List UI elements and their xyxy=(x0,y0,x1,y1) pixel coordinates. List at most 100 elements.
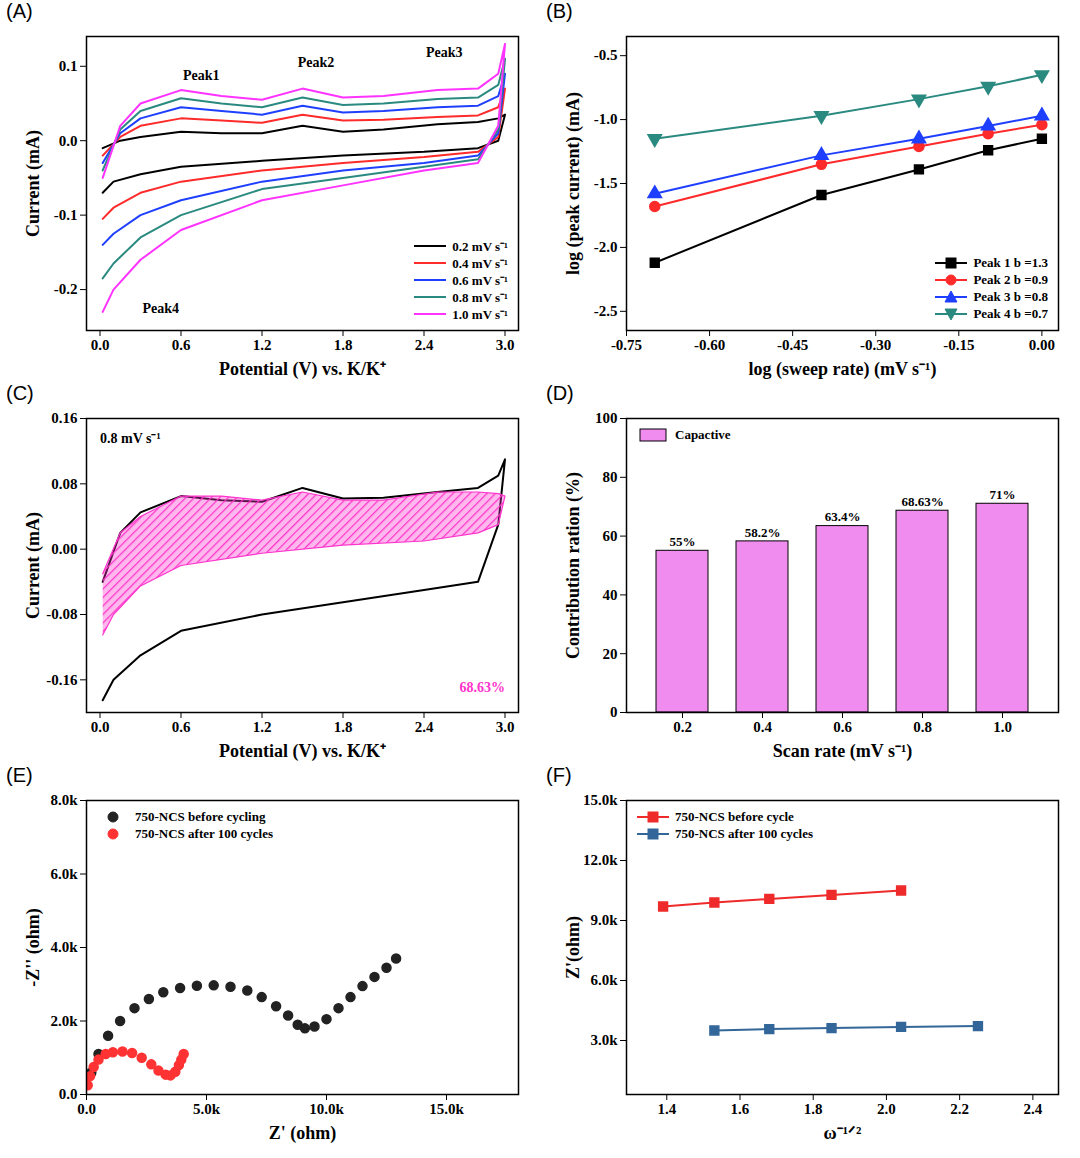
svg-text:0.8: 0.8 xyxy=(913,719,932,735)
svg-text:80: 80 xyxy=(603,469,618,485)
svg-text:Z' (ohm): Z' (ohm) xyxy=(269,1123,337,1144)
svg-text:Potential (V) vs. K/K⁺: Potential (V) vs. K/K⁺ xyxy=(219,741,386,762)
svg-text:10.0k: 10.0k xyxy=(309,1101,344,1117)
svg-text:Scan rate (mV s⁻¹): Scan rate (mV s⁻¹) xyxy=(773,741,913,762)
svg-text:2.0k: 2.0k xyxy=(50,1013,78,1029)
svg-text:-Z'' (ohm): -Z'' (ohm) xyxy=(23,908,44,987)
svg-text:0.6: 0.6 xyxy=(833,719,852,735)
svg-text:0.00: 0.00 xyxy=(1029,337,1055,353)
svg-text:0.1: 0.1 xyxy=(59,58,78,74)
svg-text:-2.5: -2.5 xyxy=(594,303,618,319)
svg-text:0: 0 xyxy=(610,704,618,720)
svg-text:-0.16: -0.16 xyxy=(46,672,78,688)
html-text:(A): (A) xyxy=(6,0,33,22)
svg-text:-0.1: -0.1 xyxy=(54,207,78,223)
svg-text:1.2: 1.2 xyxy=(253,719,272,735)
svg-text:68.63%: 68.63% xyxy=(460,680,506,695)
svg-text:Peak1: Peak1 xyxy=(183,68,220,83)
svg-text:-1.5: -1.5 xyxy=(594,175,618,191)
html-text:0.4 mV s⁻¹: 0.4 mV s⁻¹ xyxy=(452,255,508,271)
svg-text:-0.60: -0.60 xyxy=(694,337,725,353)
svg-text:0.0: 0.0 xyxy=(59,133,78,149)
svg-text:0.0: 0.0 xyxy=(91,337,110,353)
svg-text:0.6: 0.6 xyxy=(172,337,191,353)
svg-text:1.4: 1.4 xyxy=(657,1101,676,1117)
svg-text:40: 40 xyxy=(603,587,618,603)
svg-text:58.2%: 58.2% xyxy=(745,525,781,540)
svg-text:-0.08: -0.08 xyxy=(46,606,77,622)
html-text:(C): (C) xyxy=(6,382,34,404)
svg-text:log (sweep rate) (mV s⁻¹): log (sweep rate) (mV s⁻¹) xyxy=(748,359,936,380)
svg-text:-1.0: -1.0 xyxy=(594,111,618,127)
svg-text:0.08: 0.08 xyxy=(51,476,77,492)
svg-text:9.0k: 9.0k xyxy=(590,912,618,928)
svg-text:15.0k: 15.0k xyxy=(429,1101,464,1117)
svg-text:0.2: 0.2 xyxy=(673,719,692,735)
svg-text:6.0k: 6.0k xyxy=(50,866,78,882)
svg-text:-0.5: -0.5 xyxy=(594,47,618,63)
html-text:(D): (D) xyxy=(546,382,574,404)
svg-text:0.16: 0.16 xyxy=(51,410,78,426)
svg-text:15.0k: 15.0k xyxy=(583,792,618,808)
svg-text:Contribution ration (%): Contribution ration (%) xyxy=(563,472,584,659)
svg-text:55%: 55% xyxy=(670,534,696,549)
svg-text:100: 100 xyxy=(595,410,618,426)
svg-text:0.0: 0.0 xyxy=(77,1101,96,1117)
svg-text:log (peak current) (mA): log (peak current) (mA) xyxy=(563,92,584,275)
svg-text:0.0: 0.0 xyxy=(91,719,110,735)
svg-text:Potential (V) vs. K/K⁺: Potential (V) vs. K/K⁺ xyxy=(219,359,386,380)
svg-text:1.8: 1.8 xyxy=(334,337,353,353)
svg-text:Peak3: Peak3 xyxy=(426,45,463,60)
svg-text:-0.75: -0.75 xyxy=(611,337,642,353)
svg-text:68.63%: 68.63% xyxy=(901,494,943,509)
svg-text:60: 60 xyxy=(603,528,618,544)
svg-text:Peak4: Peak4 xyxy=(142,301,179,316)
html-text:1.0 mV s⁻¹: 1.0 mV s⁻¹ xyxy=(452,306,508,322)
svg-text:Current (mA): Current (mA) xyxy=(23,130,44,237)
svg-text:0.0: 0.0 xyxy=(59,1086,78,1102)
svg-text:1.8: 1.8 xyxy=(804,1101,823,1117)
svg-text:1.2: 1.2 xyxy=(253,337,272,353)
svg-text:-0.45: -0.45 xyxy=(777,337,808,353)
html-text:0.2 mV s⁻¹: 0.2 mV s⁻¹ xyxy=(452,238,508,254)
svg-text:2.4: 2.4 xyxy=(1023,1101,1042,1117)
svg-text:ω⁻¹ᐟ²: ω⁻¹ᐟ² xyxy=(824,1123,862,1143)
svg-text:63.4%: 63.4% xyxy=(825,509,861,524)
svg-text:8.0k: 8.0k xyxy=(50,792,78,808)
svg-text:0.8 mV s⁻¹: 0.8 mV s⁻¹ xyxy=(100,431,161,446)
svg-text:0.4: 0.4 xyxy=(753,719,772,735)
svg-text:1.8: 1.8 xyxy=(334,719,353,735)
svg-text:1.6: 1.6 xyxy=(731,1101,750,1117)
html-text:Peak 3 b =0.8: Peak 3 b =0.8 xyxy=(973,288,1048,304)
svg-text:3.0: 3.0 xyxy=(496,719,515,735)
svg-text:Z'(ohm): Z'(ohm) xyxy=(563,916,584,979)
svg-text:0.6: 0.6 xyxy=(172,719,191,735)
svg-text:3.0: 3.0 xyxy=(496,337,515,353)
html-text:0.8 mV s⁻¹: 0.8 mV s⁻¹ xyxy=(452,289,508,305)
svg-text:2.4: 2.4 xyxy=(415,719,434,735)
svg-text:0.00: 0.00 xyxy=(51,541,77,557)
svg-text:-0.2: -0.2 xyxy=(54,281,78,297)
svg-text:4.0k: 4.0k xyxy=(50,939,78,955)
html-text:Peak 2 b =0.9: Peak 2 b =0.9 xyxy=(973,271,1048,287)
html-text:(E): (E) xyxy=(6,764,33,786)
svg-text:2.0: 2.0 xyxy=(877,1101,896,1117)
svg-text:-0.15: -0.15 xyxy=(943,337,974,353)
svg-text:20: 20 xyxy=(603,646,618,662)
svg-text:12.0k: 12.0k xyxy=(583,852,618,868)
html-text:(F): (F) xyxy=(546,764,572,786)
html-text:(B): (B) xyxy=(546,0,573,22)
html-text:Peak 1 b =1.3: Peak 1 b =1.3 xyxy=(973,254,1048,270)
svg-text:-0.30: -0.30 xyxy=(860,337,891,353)
svg-text:-2.0: -2.0 xyxy=(594,239,618,255)
svg-text:Current (mA): Current (mA) xyxy=(23,512,44,619)
svg-text:2.2: 2.2 xyxy=(950,1101,969,1117)
svg-text:2.4: 2.4 xyxy=(415,337,434,353)
svg-text:6.0k: 6.0k xyxy=(590,972,618,988)
svg-text:1.0: 1.0 xyxy=(993,719,1012,735)
svg-text:3.0k: 3.0k xyxy=(590,1032,618,1048)
svg-text:5.0k: 5.0k xyxy=(193,1101,221,1117)
svg-text:71%: 71% xyxy=(990,487,1016,502)
svg-text:Peak2: Peak2 xyxy=(298,55,335,70)
html-text:0.6 mV s⁻¹: 0.6 mV s⁻¹ xyxy=(452,272,508,288)
